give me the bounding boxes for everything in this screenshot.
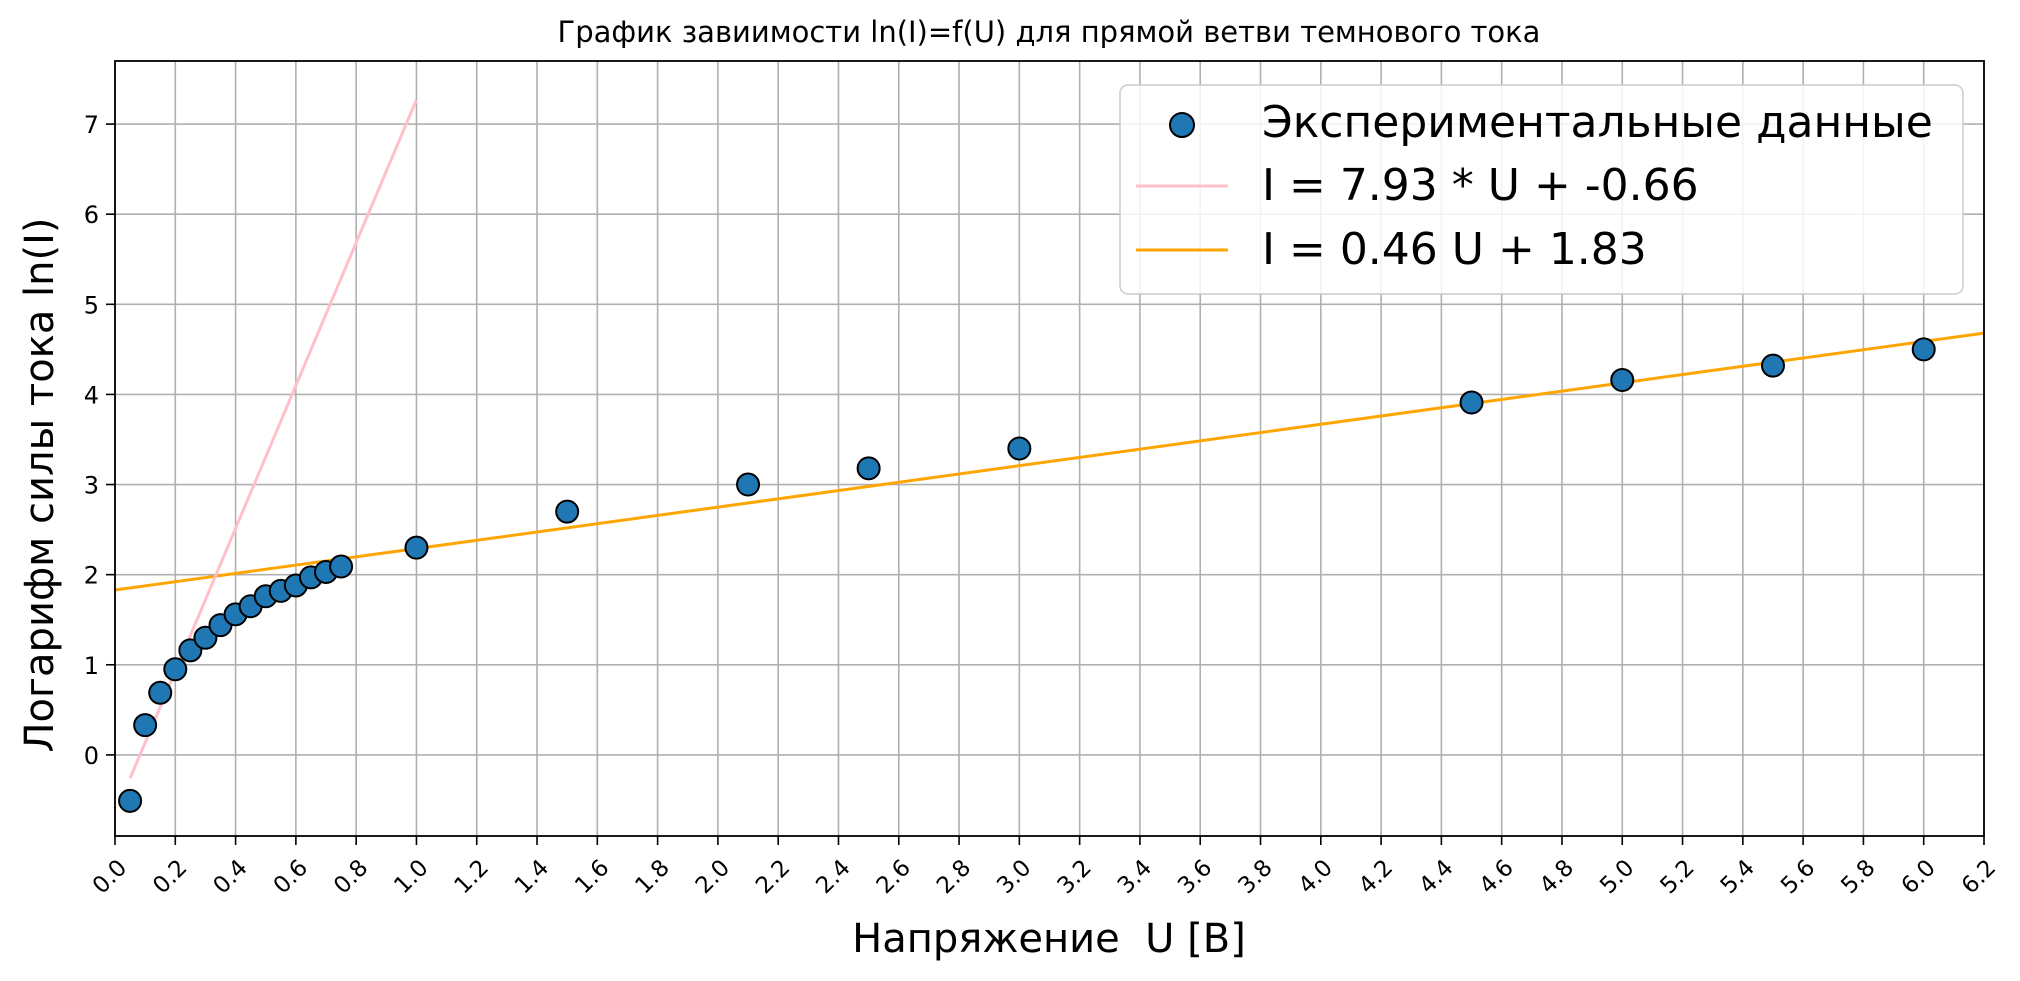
y-tick-label: 2 [84,562,99,590]
experimental-point [856,456,881,481]
experimental-point [1911,337,1936,362]
legend-marker-experimental [1169,112,1195,138]
experimental-point [133,713,158,738]
x-axis-label: Напряжение U [В] [852,916,1246,962]
y-tick-label: 0 [84,742,99,770]
chart-title: График завиимости ln(I)=f(U) для прямой … [558,15,1541,49]
experimental-point [1760,353,1785,378]
experimental-point [736,472,761,497]
experimental-point [1459,390,1484,415]
legend: Экспериментальные данные I = 7.93 * U + … [1119,84,1964,295]
grid [114,61,1985,836]
y-tick-label: 5 [84,291,99,319]
experimental-point [1007,436,1032,461]
experimental-point [404,535,429,560]
legend-label-experimental: Экспериментальные данные [1262,97,1933,148]
experimental-point [1610,368,1635,393]
legend-label-steep-fit: I = 7.93 * U + -0.66 [1262,160,1699,211]
y-tick-label: 7 [84,111,99,139]
y-tick-label: 1 [84,652,99,680]
y-tick-label: 4 [84,381,99,409]
experimental-point [329,554,354,579]
y-tick-label: 6 [84,201,99,229]
experimental-point [118,788,143,813]
plot-frame [114,60,1985,837]
legend-box [1119,84,1964,295]
y-tick-label: 3 [84,472,99,500]
y-axis-label: Логарифм силы тока ln(I) [17,217,63,752]
plot-series [114,99,1985,813]
experimental-point [163,657,188,682]
experimental-point [148,680,173,705]
legend-label-shallow-fit: I = 0.46 U + 1.83 [1262,224,1647,275]
experimental-point [555,499,580,524]
